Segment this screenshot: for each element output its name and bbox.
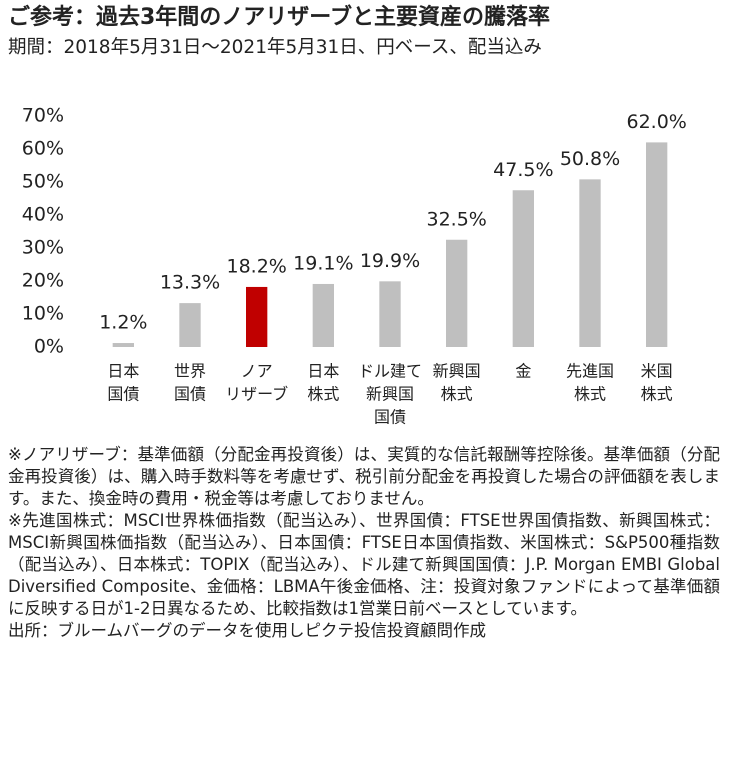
y-tick-label: 30% [22,237,64,259]
note: ※先進国株式：MSCI世界株価指数（配当込み）、世界国債：FTSE世界国債指数、… [8,511,720,618]
bar [512,190,534,347]
value-label: 32.5% [426,208,486,230]
x-tick-label: 新興国 [433,362,481,381]
x-tick-label: 日本 [107,362,139,381]
y-tick-label: 40% [22,204,64,226]
chart-title: ご参考：過去3年間のノアリザーブと主要資産の騰落率 [8,4,550,30]
bar [112,343,134,347]
value-label: 47.5% [493,159,553,181]
x-tick-label: ドル建て [358,362,422,381]
value-label: 19.9% [360,250,420,272]
y-tick-label: 60% [22,138,64,160]
value-label: 13.3% [160,272,220,294]
bar [446,239,468,347]
x-tick-label: 国債 [374,408,406,427]
notes: ※ノアリザーブ：基準価額（分配金再投資後）は、実質的な信託報酬等控除後。基準価額… [8,444,720,642]
x-tick-label: 新興国 [366,385,414,404]
x-tick-label: 株式 [441,385,473,404]
value-label: 62.0% [626,111,686,133]
x-tick-label: 米国 [641,362,673,381]
x-tick-label: 国債 [174,385,206,404]
y-tick-label: 0% [34,336,64,358]
value-label: 50.8% [560,148,620,170]
note: 出所：ブルームバーグのデータを使用しピクテ投信投資顧問作成 [8,621,487,640]
bar [246,286,268,347]
x-tick-label: 国債 [107,385,139,404]
value-label: 1.2% [99,312,147,334]
bar [379,281,401,347]
x-tick-label: 世界 [174,362,206,381]
note: ※ノアリザーブ：基準価額（分配金再投資後）は、実質的な信託報酬等控除後。基準価額… [8,445,720,508]
chart-subtitle: 期間：2018年5月31日～2021年5月31日、円ベース、配当込み [8,37,542,58]
value-label: 18.2% [226,255,286,277]
x-tick-label: ノア [241,362,273,381]
x-tick-label: 株式 [574,385,606,404]
x-tick-label: 先進国 [566,362,614,381]
bar [579,179,601,347]
y-tick-label: 10% [22,303,64,325]
bar [646,142,668,347]
x-tick-label: リザーブ [225,385,288,404]
y-tick-label: 70% [22,105,64,127]
x-tick-label: 金 [515,362,531,381]
bar [312,283,334,347]
chart: ご参考：過去3年間のノアリザーブと主要資産の騰落率 期間：2018年5月31日～… [8,4,687,427]
x-tick-label: 日本 [307,362,339,381]
bar [179,303,201,347]
y-tick-label: 20% [22,270,64,292]
x-tick-label: 株式 [641,385,673,404]
y-tick-label: 50% [22,171,64,193]
x-tick-label: 株式 [307,385,339,404]
value-label: 19.1% [293,252,353,274]
